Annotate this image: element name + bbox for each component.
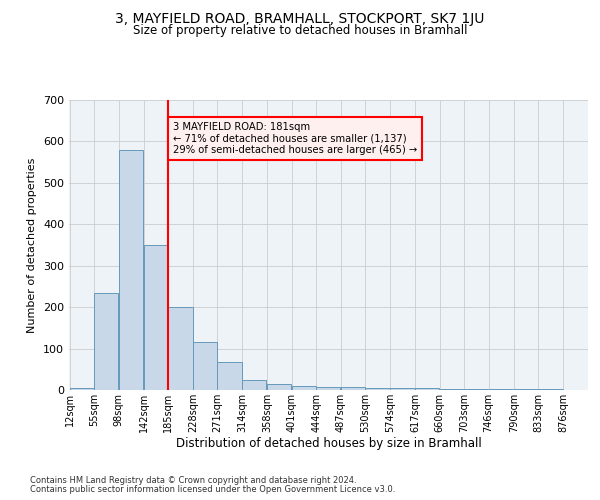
Bar — [514, 389, 538, 390]
Bar — [217, 362, 242, 390]
Y-axis label: Number of detached properties: Number of detached properties — [28, 158, 37, 332]
Bar — [94, 292, 118, 390]
Text: 3 MAYFIELD ROAD: 181sqm
← 71% of detached houses are smaller (1,137)
29% of semi: 3 MAYFIELD ROAD: 181sqm ← 71% of detache… — [173, 122, 417, 154]
Bar — [415, 388, 439, 390]
Bar — [193, 342, 217, 390]
Bar — [144, 245, 168, 390]
Text: Contains HM Land Registry data © Crown copyright and database right 2024.: Contains HM Land Registry data © Crown c… — [30, 476, 356, 485]
Text: Distribution of detached houses by size in Bramhall: Distribution of detached houses by size … — [176, 438, 482, 450]
Bar — [267, 384, 292, 390]
Bar — [538, 389, 563, 390]
Bar — [488, 389, 513, 390]
Bar — [440, 389, 464, 390]
Bar — [292, 386, 316, 390]
Bar — [464, 389, 488, 390]
Text: Contains public sector information licensed under the Open Government Licence v3: Contains public sector information licen… — [30, 485, 395, 494]
Bar — [365, 388, 389, 390]
Bar — [391, 388, 415, 390]
Bar — [169, 307, 193, 390]
Bar — [70, 388, 94, 390]
Bar — [119, 150, 143, 390]
Bar — [316, 386, 340, 390]
Bar — [242, 380, 266, 390]
Bar — [341, 387, 365, 390]
Text: 3, MAYFIELD ROAD, BRAMHALL, STOCKPORT, SK7 1JU: 3, MAYFIELD ROAD, BRAMHALL, STOCKPORT, S… — [115, 12, 485, 26]
Text: Size of property relative to detached houses in Bramhall: Size of property relative to detached ho… — [133, 24, 467, 37]
